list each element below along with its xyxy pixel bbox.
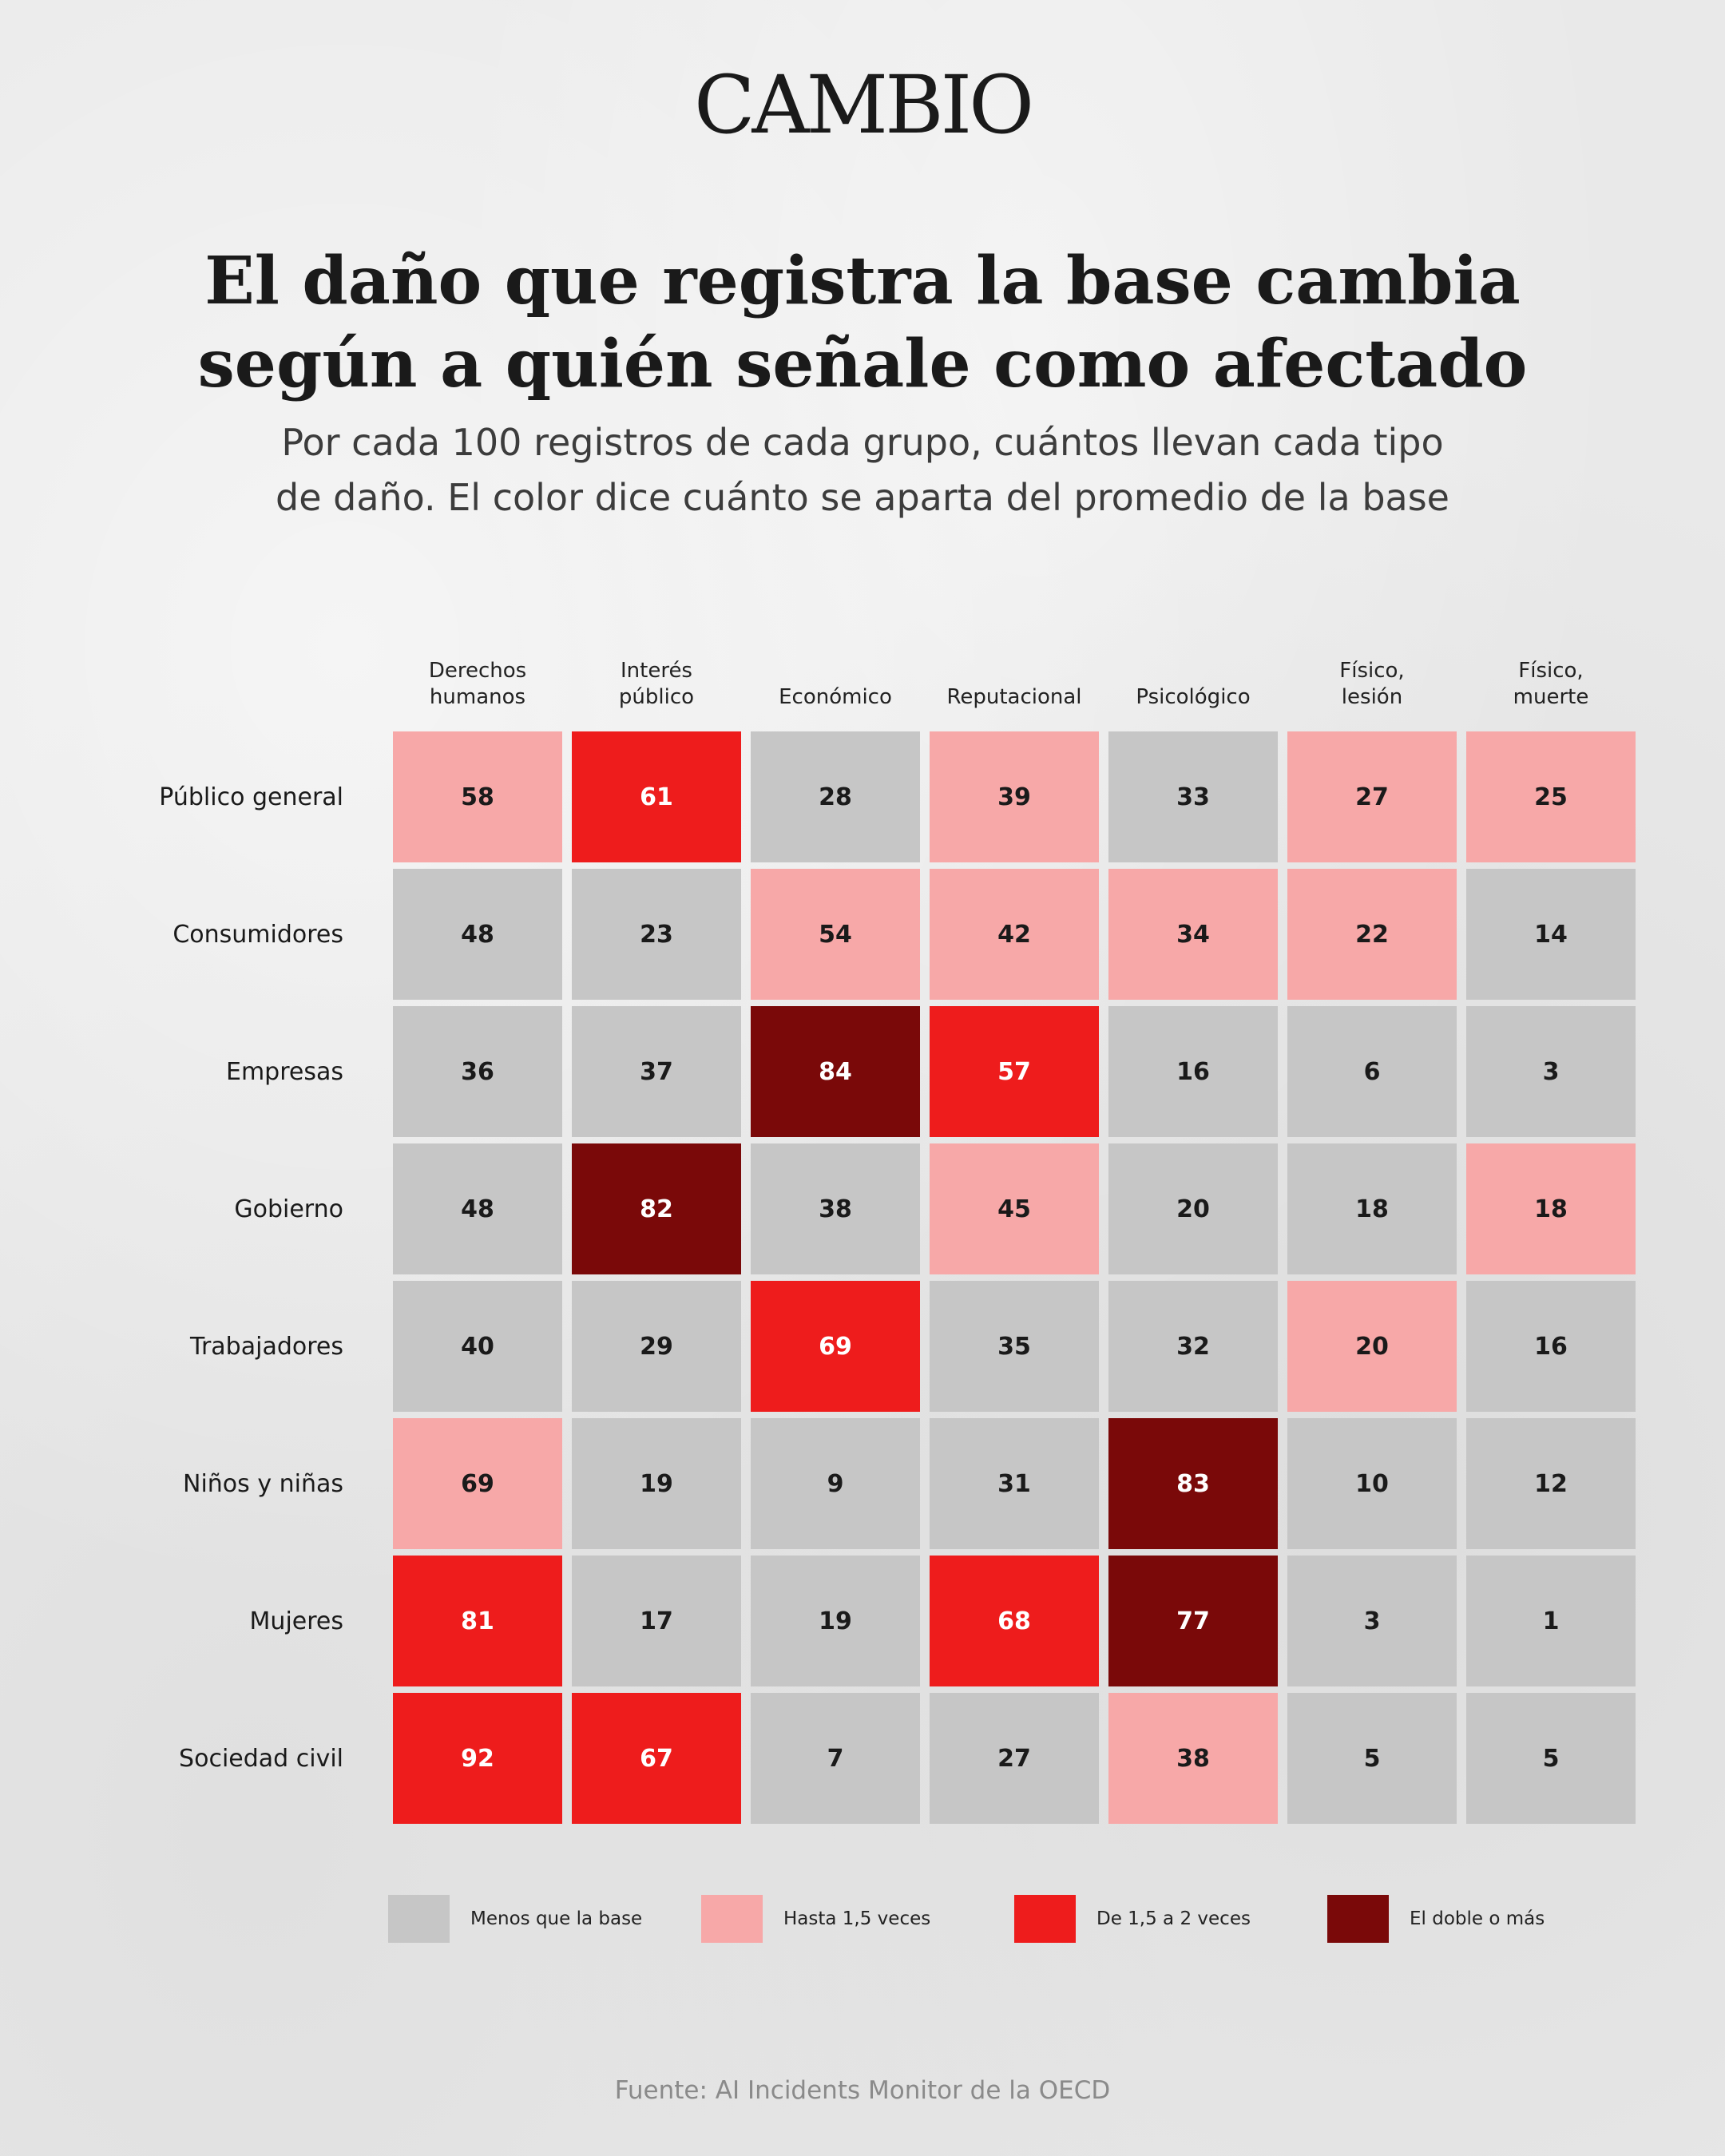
heatmap-cell: 18 [1466,1143,1636,1274]
heatmap-cell: 34 [1108,869,1278,1000]
heatmap-cell: 33 [1108,731,1278,862]
heatmap-cell: 83 [1108,1418,1278,1549]
legend-label: De 1,5 a 2 veces [1096,1908,1251,1929]
column-header: Físico, lesión [1287,639,1457,711]
heatmap-cell: 68 [930,1556,1099,1686]
column-header-line: Físico, [1339,659,1405,683]
heatmap-cell: 10 [1287,1418,1457,1549]
heatmap-cell: 38 [1108,1693,1278,1824]
heatmap-cell: 5 [1466,1693,1636,1824]
row-label: Consumidores [172,920,343,949]
heatmap-cell: 5 [1287,1693,1457,1824]
chart-subtitle: Por cada 100 registros de cada grupo, cu… [192,415,1533,525]
heatmap-cell: 61 [572,731,741,862]
chart-title-line-2: según a quién señale como afectado [197,326,1528,402]
heatmap-cell: 19 [572,1418,741,1549]
heatmap-cell: 25 [1466,731,1636,862]
heatmap-cell: 38 [751,1143,920,1274]
heatmap-cell: 29 [572,1281,741,1412]
legend-label: Hasta 1,5 veces [783,1908,931,1929]
legend-swatch [1014,1895,1076,1943]
heatmap-cell: 81 [393,1556,562,1686]
column-header-line: Reputacional [946,685,1082,709]
heatmap-cell: 45 [930,1143,1099,1274]
heatmap-cell: 84 [751,1006,920,1137]
column-header-line: Económico [779,685,892,709]
column-header-line: Interés [620,659,692,683]
heatmap-cell: 16 [1466,1281,1636,1412]
legend-swatch [388,1895,450,1943]
heatmap-cell: 39 [930,731,1099,862]
row-label: Sociedad civil [179,1744,343,1773]
row-label: Niños y niñas [183,1469,343,1498]
heatmap-cell: 31 [930,1418,1099,1549]
row-label: Trabajadores [190,1332,343,1361]
heatmap-cell: 77 [1108,1556,1278,1686]
chart-subtitle-line-2: de daño. El color dice cuánto se aparta … [276,476,1449,519]
heatmap-cell: 6 [1287,1006,1457,1137]
legend-label: Menos que la base [470,1908,643,1929]
legend-swatch [701,1895,763,1943]
heatmap-cell: 20 [1287,1281,1457,1412]
heatmap-cell: 48 [393,1143,562,1274]
heatmap-cell: 92 [393,1693,562,1824]
column-header-line: humanos [429,685,526,709]
heatmap-cell: 69 [393,1418,562,1549]
column-header-line: público [618,685,695,709]
heatmap-cell: 40 [393,1281,562,1412]
heatmap-cell: 67 [572,1693,741,1824]
heatmap-cell: 9 [751,1418,920,1549]
legend-label: El doble o más [1410,1908,1545,1929]
heatmap-cell: 32 [1108,1281,1278,1412]
heatmap-cell: 58 [393,731,562,862]
heatmap-cell: 48 [393,869,562,1000]
heatmap-cell: 54 [751,869,920,1000]
column-header-line: Psicológico [1136,685,1251,709]
row-label: Empresas [226,1057,343,1086]
heatmap-cell: 20 [1108,1143,1278,1274]
heatmap-cell: 69 [751,1281,920,1412]
column-header-line: muerte [1513,685,1589,709]
heatmap-cell: 57 [930,1006,1099,1137]
heatmap-cell: 14 [1466,869,1636,1000]
column-header: Físico, muerte [1466,639,1636,711]
heatmap-cell: 82 [572,1143,741,1274]
column-header: Derechos humanos [393,639,562,711]
heatmap-cell: 18 [1287,1143,1457,1274]
heatmap-cell: 17 [572,1556,741,1686]
heatmap-cell: 36 [393,1006,562,1137]
heatmap-cell: 19 [751,1556,920,1686]
column-header: Reputacional [930,639,1099,711]
heatmap-cell: 12 [1466,1418,1636,1549]
column-header-line: Físico, [1518,659,1584,683]
row-label: Público general [159,783,343,811]
row-label: Gobierno [234,1195,343,1223]
chart-title-line-1: El daño que registra la base cambia [204,243,1521,319]
source-note: Fuente: AI Incidents Monitor de la OECD [614,2076,1111,2105]
heatmap-cell: 23 [572,869,741,1000]
column-header: Económico [751,639,920,711]
chart-subtitle-line-1: Por cada 100 registros de cada grupo, cu… [281,421,1444,464]
heatmap-cell: 16 [1108,1006,1278,1137]
heatmap-cell: 3 [1466,1006,1636,1137]
heatmap-cell: 27 [1287,731,1457,862]
heatmap-cell: 35 [930,1281,1099,1412]
row-label: Mujeres [249,1607,343,1635]
legend-swatch [1327,1895,1389,1943]
heatmap-cell: 3 [1287,1556,1457,1686]
column-header-line: Derechos [428,659,527,683]
column-header: Psicológico [1108,639,1278,711]
column-header: Interés público [572,639,741,711]
heatmap-cell: 28 [751,731,920,862]
heatmap-cell: 22 [1287,869,1457,1000]
heatmap-cell: 42 [930,869,1099,1000]
heatmap-cell: 37 [572,1006,741,1137]
chart-title: El daño que registra la base cambia segú… [0,240,1725,406]
heatmap-cell: 27 [930,1693,1099,1824]
heatmap-cell: 1 [1466,1556,1636,1686]
column-header-line: lesión [1341,685,1403,709]
brand-logo: CAMBIO [693,58,1034,152]
heatmap-cell: 7 [751,1693,920,1824]
